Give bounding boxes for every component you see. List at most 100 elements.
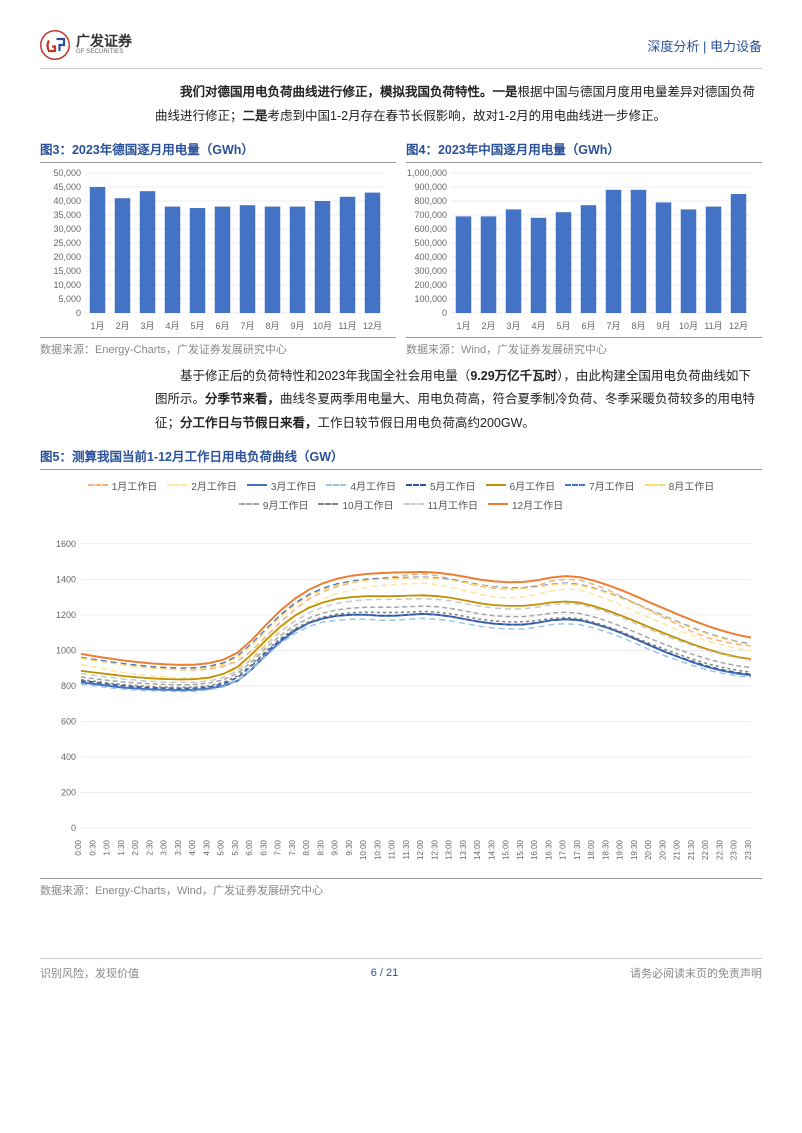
page-footer: 识别风险，发现价值 6 / 21 请务必阅读末页的免责声明 [40,958,762,981]
footer-page: 6 / 21 [371,967,399,979]
svg-text:40,000: 40,000 [53,196,81,206]
svg-text:6月: 6月 [215,321,229,331]
svg-text:700,000: 700,000 [414,210,447,220]
svg-text:800,000: 800,000 [414,196,447,206]
svg-text:19:00: 19:00 [616,839,625,860]
chart-5: 图5：测算我国当前1-12月工作日用电负荷曲线（GW） 1月工作日2月工作日3月… [40,446,762,898]
svg-text:5:30: 5:30 [231,839,240,855]
svg-text:600,000: 600,000 [414,224,447,234]
legend-label: 9月工作日 [263,497,309,512]
svg-text:12月: 12月 [729,321,748,331]
svg-text:5月: 5月 [556,321,570,331]
svg-text:200,000: 200,000 [414,280,447,290]
svg-text:7月: 7月 [240,321,254,331]
svg-text:400: 400 [61,752,76,762]
svg-text:800: 800 [61,681,76,691]
logo-en: GF SECURITIES [76,49,132,56]
svg-text:0: 0 [76,308,81,318]
svg-text:18:30: 18:30 [601,839,610,860]
legend-swatch [406,484,426,486]
svg-text:7:30: 7:30 [288,839,297,855]
legend-item: 7月工作日 [565,478,635,493]
svg-text:1000: 1000 [56,645,76,655]
svg-text:25,000: 25,000 [53,238,81,248]
svg-text:11月: 11月 [704,321,722,331]
svg-text:11:00: 11:00 [388,839,397,859]
svg-text:100,000: 100,000 [414,294,447,304]
footer-right: 请务必阅读末页的免责声明 [630,965,762,981]
svg-text:17:00: 17:00 [559,839,568,860]
svg-text:5:00: 5:00 [217,839,226,855]
svg-text:1月: 1月 [456,321,470,331]
svg-text:1200: 1200 [56,610,76,620]
svg-text:21:00: 21:00 [673,839,682,860]
svg-text:1600: 1600 [56,539,76,549]
svg-text:16:30: 16:30 [544,839,553,860]
legend-swatch [645,484,665,486]
svg-text:20:30: 20:30 [658,839,667,860]
svg-text:3:00: 3:00 [160,839,169,855]
svg-text:900,000: 900,000 [414,182,447,192]
svg-text:500,000: 500,000 [414,238,447,248]
svg-text:4月: 4月 [165,321,179,331]
svg-text:14:30: 14:30 [487,839,496,860]
legend-item: 11月工作日 [404,497,478,512]
svg-text:7:00: 7:00 [274,839,283,855]
paragraph-1: 我们对德国用电负荷曲线进行修正，模拟我国负荷特性。一是根据中国与德国月度用电量差… [155,81,762,129]
page-container: 广发证券 GF SECURITIES 深度分析 | 电力设备 我们对德国用电负荷… [0,0,802,1001]
svg-text:21:30: 21:30 [687,839,696,860]
svg-text:1400: 1400 [56,574,76,584]
svg-text:50,000: 50,000 [53,168,81,178]
svg-text:15:30: 15:30 [516,839,525,860]
legend-label: 1月工作日 [112,478,158,493]
svg-text:11:30: 11:30 [402,839,411,859]
chart-3-source: 数据来源：Energy-Charts，广发证券发展研究中心 [40,337,396,357]
legend-label: 3月工作日 [271,478,317,493]
svg-text:12:30: 12:30 [430,839,439,860]
svg-text:10,000: 10,000 [53,280,81,290]
legend-swatch [239,503,259,505]
svg-text:14:00: 14:00 [473,839,482,860]
svg-text:7月: 7月 [606,321,620,331]
chart-5-source: 数据来源：Energy-Charts，Wind，广发证券发展研究中心 [40,878,762,898]
svg-text:5,000: 5,000 [58,294,81,304]
svg-text:13:00: 13:00 [445,839,454,860]
chart-3-svg: 05,00010,00015,00020,00025,00030,00035,0… [40,165,396,335]
svg-text:30,000: 30,000 [53,224,81,234]
svg-text:2月: 2月 [481,321,495,331]
svg-text:0: 0 [442,308,447,318]
legend-item: 1月工作日 [88,478,158,493]
svg-text:19:30: 19:30 [630,839,639,860]
svg-text:400,000: 400,000 [414,252,447,262]
svg-text:12:00: 12:00 [416,839,425,860]
svg-text:13:30: 13:30 [459,839,468,860]
svg-text:8月: 8月 [631,321,645,331]
svg-text:17:30: 17:30 [573,839,582,860]
svg-text:20,000: 20,000 [53,252,81,262]
legend-swatch [247,484,267,486]
footer-left: 识别风险，发现价值 [40,965,139,981]
svg-text:3月: 3月 [506,321,520,331]
svg-text:3月: 3月 [140,321,154,331]
logo-cn: 广发证券 [76,34,132,49]
legend-item: 2月工作日 [167,478,237,493]
svg-text:600: 600 [61,716,76,726]
legend-item: 6月工作日 [486,478,556,493]
svg-text:18:00: 18:00 [587,839,596,860]
svg-text:16:00: 16:00 [530,839,539,860]
legend-swatch [167,484,187,486]
svg-text:8月: 8月 [265,321,279,331]
chart-4-title: 图4：2023年中国逐月用电量（GWh） [406,139,762,163]
svg-text:45,000: 45,000 [53,182,81,192]
svg-text:9月: 9月 [290,321,304,331]
svg-text:4:30: 4:30 [202,839,211,855]
svg-text:0:00: 0:00 [74,839,83,855]
svg-text:10:00: 10:00 [359,839,368,860]
svg-text:15,000: 15,000 [53,266,81,276]
svg-text:4月: 4月 [531,321,545,331]
chart-4-svg: 0100,000200,000300,000400,000500,000600,… [406,165,762,335]
svg-text:200: 200 [61,787,76,797]
legend-label: 4月工作日 [350,478,396,493]
legend-swatch [326,484,346,486]
gf-logo-icon [40,30,70,60]
